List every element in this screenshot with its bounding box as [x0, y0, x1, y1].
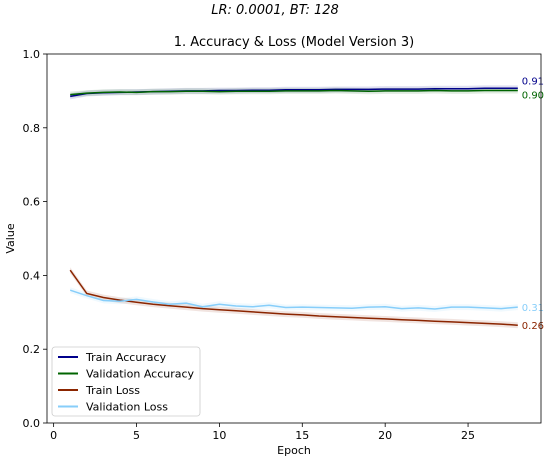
- y-tick-label: 0.2: [23, 343, 41, 356]
- series-line: [69, 289, 518, 310]
- legend: Train Accuracy Validation Accuracy Train L…: [51, 346, 201, 417]
- series-end-label: 0.31: [522, 303, 544, 314]
- y-tick-label: 1.0: [23, 48, 41, 61]
- shaded-bands: [70, 85, 518, 329]
- series-line: [69, 269, 518, 326]
- x-tick-label: 10: [212, 429, 226, 442]
- x-axis-ticks: 0 5 10 15 20 25: [50, 423, 475, 442]
- x-tick-label: 25: [461, 429, 475, 442]
- y-tick-label: 0.6: [23, 196, 41, 209]
- plot-frame: [46, 53, 542, 424]
- x-axis-label: Epoch: [277, 444, 311, 457]
- series-band: [70, 87, 518, 98]
- series-end-label: 0.90: [522, 91, 544, 102]
- x-tick-label: 5: [133, 429, 140, 442]
- y-tick-label: 0.4: [23, 269, 41, 282]
- legend-label: Validation Loss: [86, 401, 168, 414]
- y-axis-ticks: 0.0 0.2 0.4 0.6 0.8 1.0: [23, 48, 47, 430]
- x-tick-label: 20: [378, 429, 392, 442]
- x-tick-label: 0: [50, 429, 57, 442]
- y-tick-label: 0.8: [23, 122, 41, 135]
- series-lines: [69, 87, 518, 326]
- y-axis-label: Value: [4, 223, 17, 253]
- end-labels: 0.91 0.90 0.26 0.31: [522, 76, 544, 332]
- series-line: [70, 89, 518, 96]
- series-end-label: 0.91: [522, 76, 544, 87]
- chart-title: 1. Accuracy & Loss (Model Version 3): [173, 35, 415, 50]
- y-tick-label: 0.0: [23, 417, 41, 430]
- legend-label: Validation Accuracy: [86, 368, 195, 381]
- legend-label: Train Loss: [85, 384, 140, 397]
- legend-box: [51, 346, 201, 417]
- series-band: [70, 287, 518, 312]
- legend-label: Train Accuracy: [85, 351, 167, 364]
- x-tick-label: 15: [295, 429, 309, 442]
- figure-suptitle: LR: 0.0001, BT: 128: [211, 3, 339, 18]
- series-end-label: 0.26: [522, 321, 544, 332]
